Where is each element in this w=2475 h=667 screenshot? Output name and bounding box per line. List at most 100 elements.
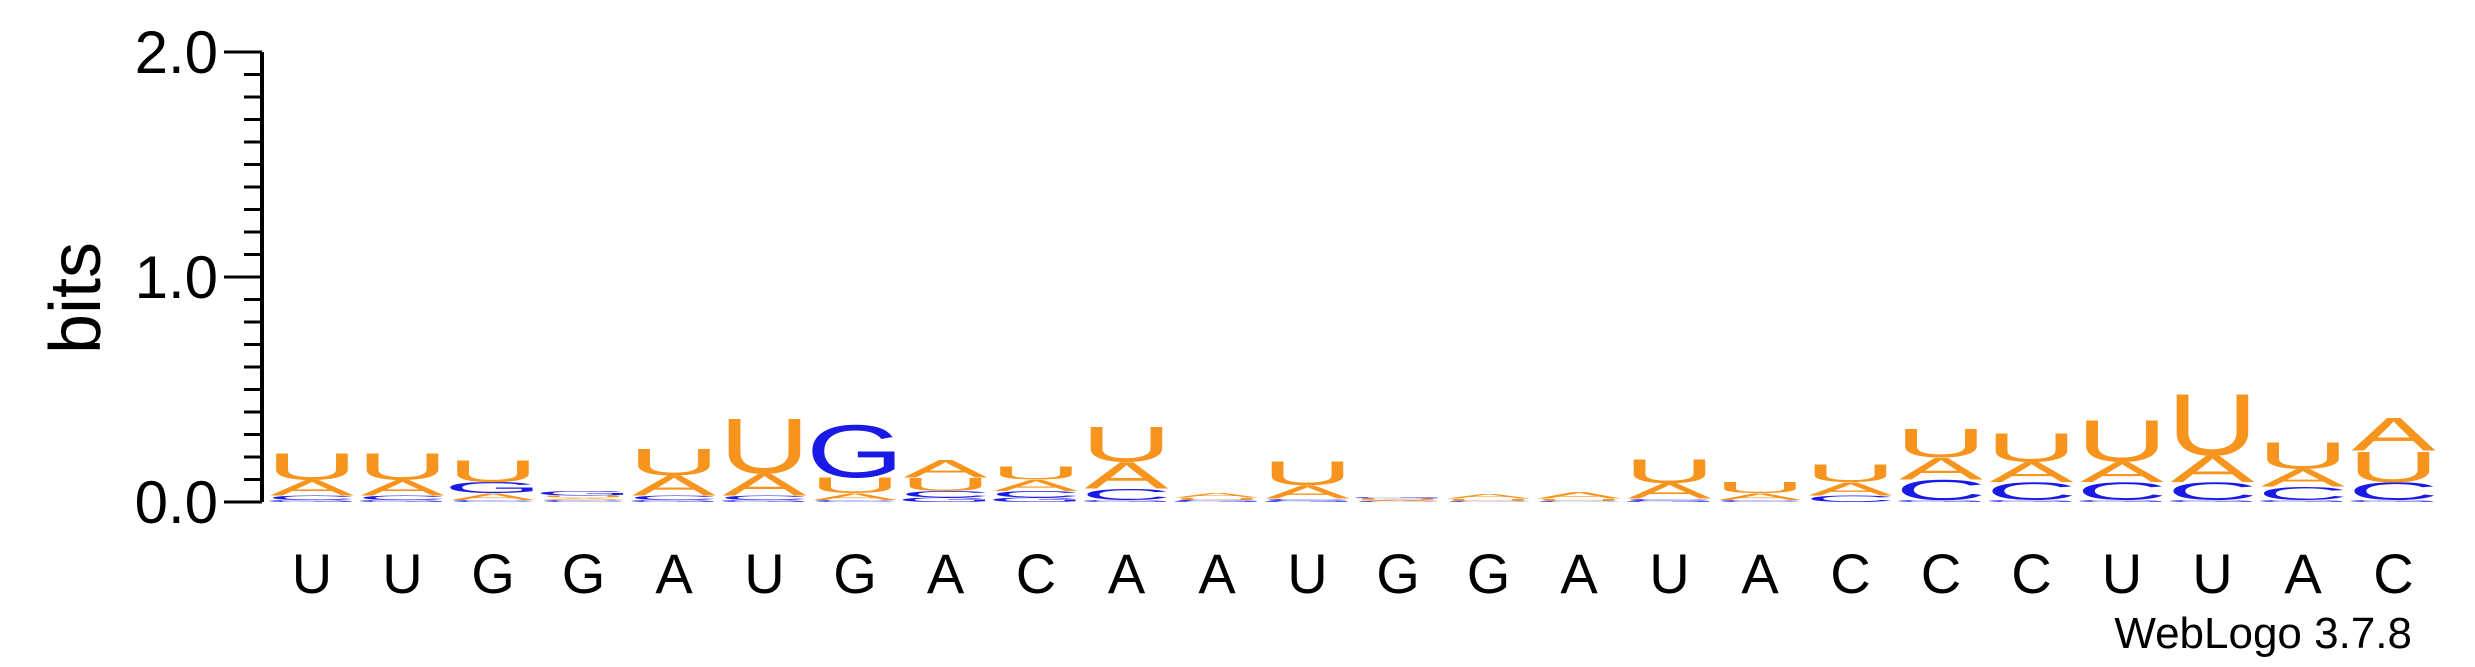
x-position-label: G (562, 542, 606, 605)
x-position-label: C (2373, 542, 2413, 605)
logo-glyph-A: A (1265, 482, 1349, 503)
logo-glyph-A: A (722, 467, 807, 502)
logo-glyph-C: C (2348, 477, 2439, 505)
logo-glyph-C: C (1443, 501, 1534, 503)
x-position-label: U (292, 542, 332, 605)
x-position-label: A (655, 542, 693, 605)
logo-glyph-A: A (1537, 490, 1622, 501)
logo-glyph-A: A (813, 491, 898, 502)
x-position-label: G (833, 542, 877, 605)
x-position-label: U (1649, 542, 1689, 605)
logo-glyph-C: C (267, 494, 358, 501)
logo-glyph-G: G (2345, 499, 2443, 503)
logo-glyph-G: G (1168, 501, 1266, 503)
logo-glyph-U: U (1896, 420, 1987, 466)
logo-glyph-A: A (2171, 448, 2255, 490)
logo-glyph-C: C (991, 489, 1082, 500)
y-tick-label: 1.0 (135, 244, 218, 311)
weblogo-credit: WebLogo 3.7.8 (2114, 609, 2412, 658)
y-tick-label: 2.0 (135, 19, 218, 86)
logo-glyph-G: G (1259, 501, 1357, 503)
logo-glyph-G: G (2073, 499, 2171, 503)
logo-glyph-C: C (719, 494, 810, 501)
logo-glyph-A: A (1085, 454, 1169, 496)
y-axis: 0.0 1.0 2.0 (135, 19, 264, 536)
logo-glyph-A: A (1808, 478, 1892, 499)
logo-stack-17: CAU (1715, 479, 1806, 503)
x-position-label: U (1287, 542, 1327, 605)
logo-glyph-U: U (1081, 416, 1172, 472)
logo-glyph-C: C (1081, 486, 1172, 504)
logo-glyph-G: G (2254, 499, 2352, 503)
x-position-label: A (1741, 542, 1779, 605)
logo-glyph-G: G (1078, 499, 1176, 503)
logo-glyph-A: A (1899, 451, 1984, 486)
logo-glyph-C: C (2258, 483, 2349, 504)
x-position-label: A (2284, 542, 2322, 605)
logo-glyph-G: G (716, 499, 814, 503)
logo-glyph-C: C (1172, 499, 1263, 501)
logo-glyph-G: G (897, 496, 995, 503)
logo-glyph-A: A (2351, 408, 2436, 461)
logo-glyph-C: C (1715, 499, 1806, 503)
logo-glyph-G: G (1892, 499, 1990, 503)
logo-glyph-A: A (1990, 456, 2074, 488)
x-position-label: A (1198, 542, 1236, 605)
x-position-label: G (1376, 542, 1420, 605)
logo-glyph-C: C (2167, 477, 2258, 505)
logo-glyph-U: U (629, 441, 720, 483)
logo-glyph-U: U (1715, 479, 1806, 497)
logo-glyph-A: A (2261, 464, 2346, 492)
logo-glyph-U: U (810, 473, 901, 498)
logo-glyph-G: G (2164, 499, 2262, 503)
logo-glyph-G: G (1349, 497, 1447, 499)
logo-glyph-U: U (2167, 376, 2258, 474)
logo-glyph-U: U (1534, 498, 1625, 502)
logo-glyph-A: A (361, 476, 446, 501)
logo-glyph-C: C (1805, 493, 1896, 504)
logo-stack-18: CAU (1805, 459, 1896, 504)
logo-glyph-A: A (270, 476, 355, 501)
logo-glyph-G: G (354, 499, 452, 503)
x-position-label: G (471, 542, 515, 605)
logo-glyph-U: U (267, 445, 358, 487)
logo-glyph-U: U (1353, 498, 1444, 500)
x-position-label: C (1921, 542, 1961, 605)
logo-stack-14: CUA (1443, 493, 1534, 502)
x-position-label: U (382, 542, 422, 605)
logo-glyph-A: A (1175, 492, 1260, 499)
logo-glyph-C: C (810, 499, 901, 503)
logo-glyph-C: C (900, 489, 991, 500)
logo-glyph-G: G (535, 490, 633, 497)
logo-glyph-G: G (1983, 499, 2081, 503)
logo-glyph-U: U (2258, 434, 2349, 476)
logo-glyph-C: C (1896, 474, 1987, 506)
x-position-label: C (2011, 542, 2051, 605)
logo-glyph-U: U (2348, 442, 2439, 491)
logo-glyph-U: U (2077, 408, 2168, 475)
logo-glyph-C: C (357, 494, 448, 501)
x-position-label: U (2102, 542, 2142, 605)
logo-glyph-G: G (625, 499, 723, 503)
logo-glyph-C: C (1986, 477, 2077, 505)
y-axis-label: bits (36, 242, 116, 354)
logo-glyph-G: G (444, 479, 542, 497)
logo-glyph-A: A (1718, 491, 1803, 502)
x-position-label: U (2192, 542, 2232, 605)
logo-glyph-U: U (1805, 459, 1896, 487)
